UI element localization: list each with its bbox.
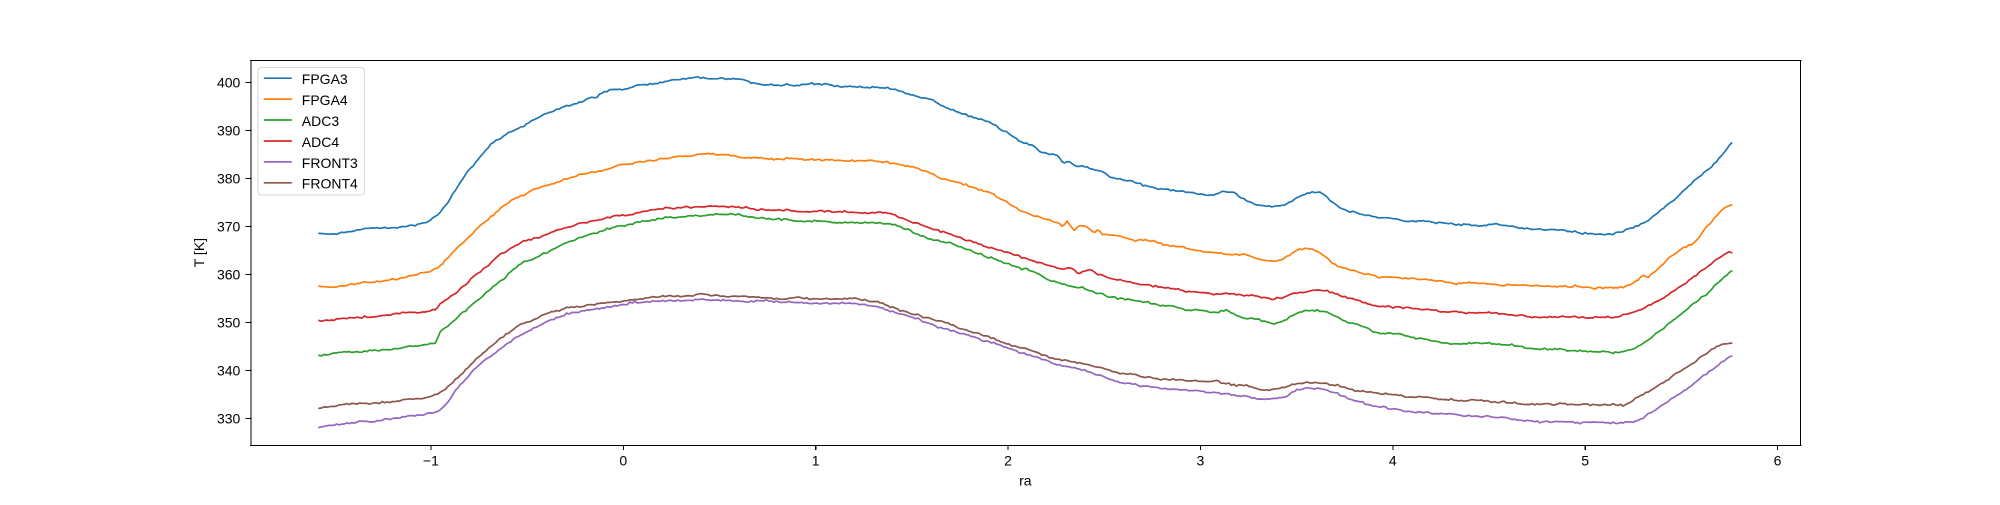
svg-text:ra: ra [1019, 473, 1032, 489]
svg-text:360: 360 [217, 267, 241, 283]
svg-text:390: 390 [217, 123, 241, 139]
svg-text:FRONT4: FRONT4 [302, 176, 358, 192]
svg-text:4: 4 [1389, 453, 1397, 469]
svg-text:−1: −1 [423, 453, 439, 469]
svg-text:340: 340 [217, 363, 241, 379]
svg-text:400: 400 [217, 74, 241, 90]
svg-text:ADC4: ADC4 [302, 134, 340, 150]
svg-text:ADC3: ADC3 [302, 113, 340, 129]
svg-text:6: 6 [1774, 453, 1782, 469]
svg-text:FPGA3: FPGA3 [302, 71, 348, 87]
svg-text:350: 350 [217, 315, 241, 331]
svg-text:380: 380 [217, 171, 241, 187]
svg-text:FRONT3: FRONT3 [302, 155, 358, 171]
svg-text:5: 5 [1581, 453, 1589, 469]
svg-text:1: 1 [812, 453, 820, 469]
svg-text:370: 370 [217, 219, 241, 235]
svg-text:T [K]: T [K] [191, 238, 207, 267]
svg-text:2: 2 [1004, 453, 1012, 469]
svg-text:0: 0 [619, 453, 627, 469]
svg-text:3: 3 [1197, 453, 1205, 469]
svg-text:FPGA4: FPGA4 [302, 92, 348, 108]
svg-text:330: 330 [217, 411, 241, 427]
